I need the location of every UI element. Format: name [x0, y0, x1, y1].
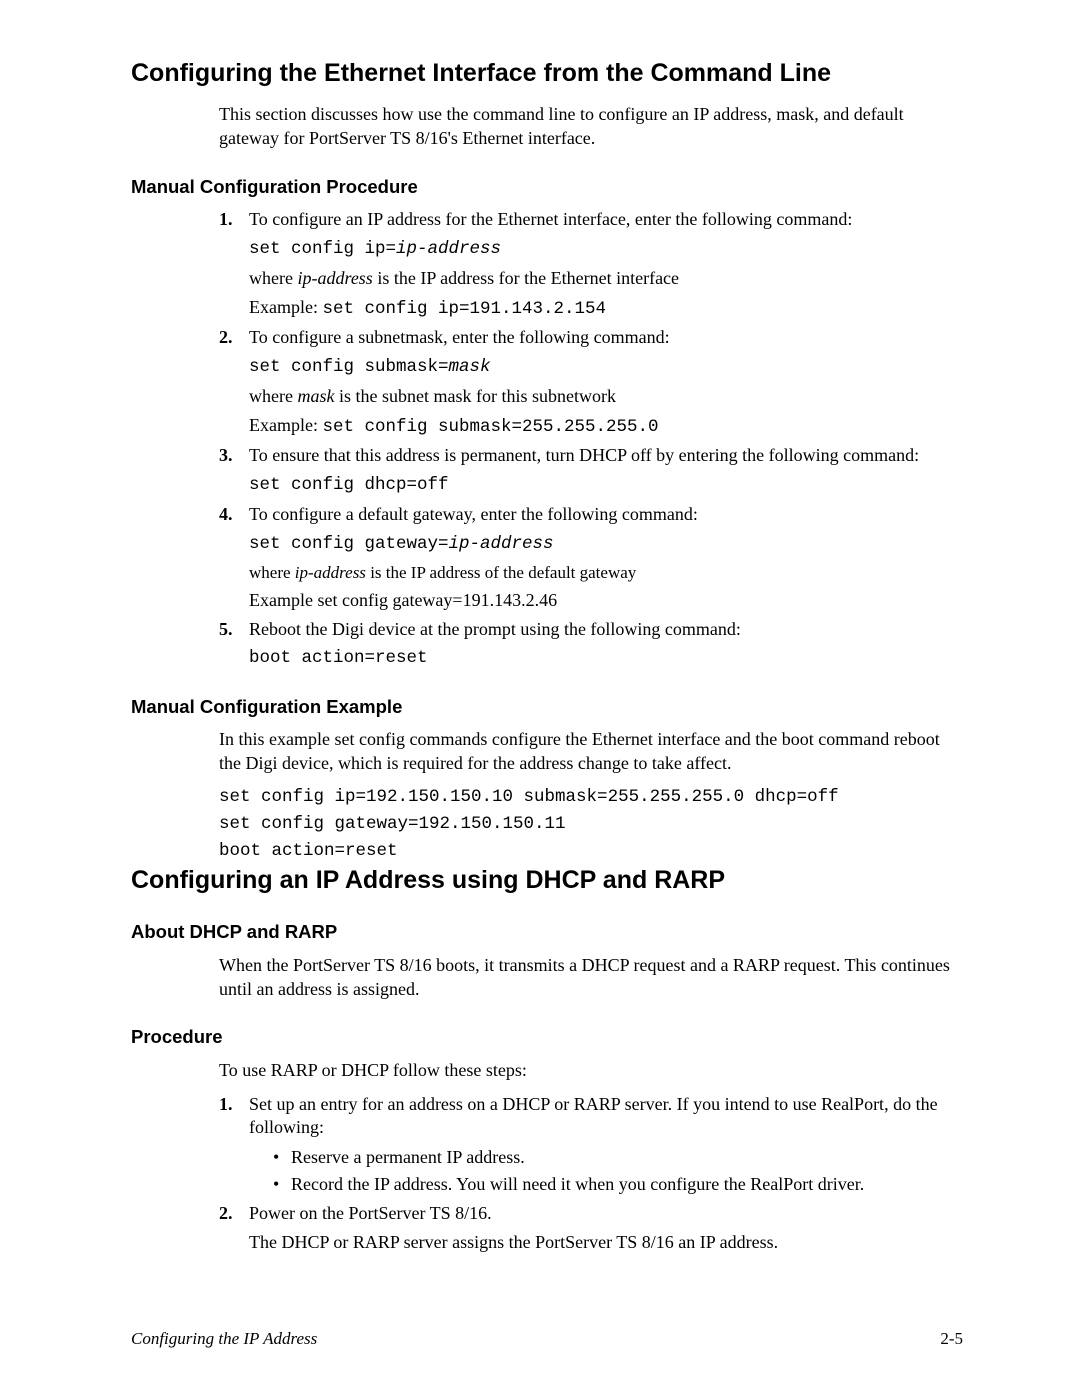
step-2-text: To configure a subnetmask, enter the fol…: [249, 326, 963, 349]
example-line-3: boot action=reset: [219, 838, 963, 865]
example-line-2: set config gateway=192.150.150.11: [219, 811, 963, 838]
step-4-cmd: set config gateway=ip-address: [249, 533, 963, 557]
manual-proc-steps: To configure an IP address for the Ether…: [219, 208, 963, 671]
subsection-manual-example-title: Manual Configuration Example: [131, 695, 963, 718]
proc-step-1-text: Set up an entry for an address on a DHCP…: [249, 1093, 963, 1140]
step-1-cmd: set config ip=ip-address: [249, 238, 963, 262]
proc-step-2: Power on the PortServer TS 8/16. The DHC…: [219, 1202, 963, 1255]
page-footer: Configuring the IP Address 2-5: [131, 1329, 963, 1349]
section1-title: Configuring the Ethernet Interface from …: [131, 58, 963, 89]
step-1-where: where ip-address is the IP address for t…: [249, 267, 963, 290]
proc-step-2-text: Power on the PortServer TS 8/16.: [249, 1202, 963, 1225]
step-1: To configure an IP address for the Ether…: [219, 208, 963, 321]
proc-step-2-after: The DHCP or RARP server assigns the Port…: [249, 1231, 963, 1254]
step-3-cmd: set config dhcp=off: [249, 474, 963, 498]
manual-example-intro: In this example set config commands conf…: [219, 728, 963, 776]
footer-left: Configuring the IP Address: [131, 1329, 317, 1349]
subsection-manual-proc-title: Manual Configuration Procedure: [131, 175, 963, 198]
procedure-intro: To use RARP or DHCP follow these steps:: [219, 1059, 963, 1083]
page: Configuring the Ethernet Interface from …: [0, 0, 1080, 1397]
proc-bullet-1: Reserve a permanent IP address.: [273, 1145, 963, 1169]
manual-example-code: set config ip=192.150.150.10 submask=255…: [219, 784, 963, 865]
step-5: Reboot the Digi device at the prompt usi…: [219, 618, 963, 671]
section2-title: Configuring an IP Address using DHCP and…: [131, 865, 963, 896]
step-5-text: Reboot the Digi device at the prompt usi…: [249, 618, 963, 641]
step-1-text: To configure an IP address for the Ether…: [249, 208, 963, 231]
step-3-text: To ensure that this address is permanent…: [249, 444, 963, 467]
footer-right: 2-5: [940, 1329, 963, 1349]
subsection-about-dhcp-title: About DHCP and RARP: [131, 920, 963, 943]
step-3: To ensure that this address is permanent…: [219, 444, 963, 497]
step-5-cmd: boot action=reset: [249, 647, 963, 671]
step-2-cmd: set config submask=mask: [249, 356, 963, 380]
step-4-text: To configure a default gateway, enter th…: [249, 503, 963, 526]
section1-intro: This section discusses how use the comma…: [219, 103, 963, 151]
step-4: To configure a default gateway, enter th…: [219, 503, 963, 613]
proc-step-1: Set up an entry for an address on a DHCP…: [219, 1093, 963, 1196]
step-4-example: Example set config gateway=191.143.2.46: [249, 589, 963, 612]
step-1-example: Example: set config ip=191.143.2.154: [249, 296, 963, 322]
step-4-where: where ip-address is the IP address of th…: [249, 562, 963, 584]
step-2-where: where mask is the subnet mask for this s…: [249, 385, 963, 408]
proc-step-1-bullets: Reserve a permanent IP address. Record t…: [249, 1145, 963, 1196]
subsection-procedure-title: Procedure: [131, 1025, 963, 1048]
proc-bullet-2: Record the IP address. You will need it …: [273, 1172, 963, 1196]
about-dhcp-text: When the PortServer TS 8/16 boots, it tr…: [219, 954, 963, 1002]
step-2-example: Example: set config submask=255.255.255.…: [249, 414, 963, 440]
procedure-steps: Set up an entry for an address on a DHCP…: [219, 1093, 963, 1255]
step-2: To configure a subnetmask, enter the fol…: [219, 326, 963, 439]
example-line-1: set config ip=192.150.150.10 submask=255…: [219, 784, 963, 811]
